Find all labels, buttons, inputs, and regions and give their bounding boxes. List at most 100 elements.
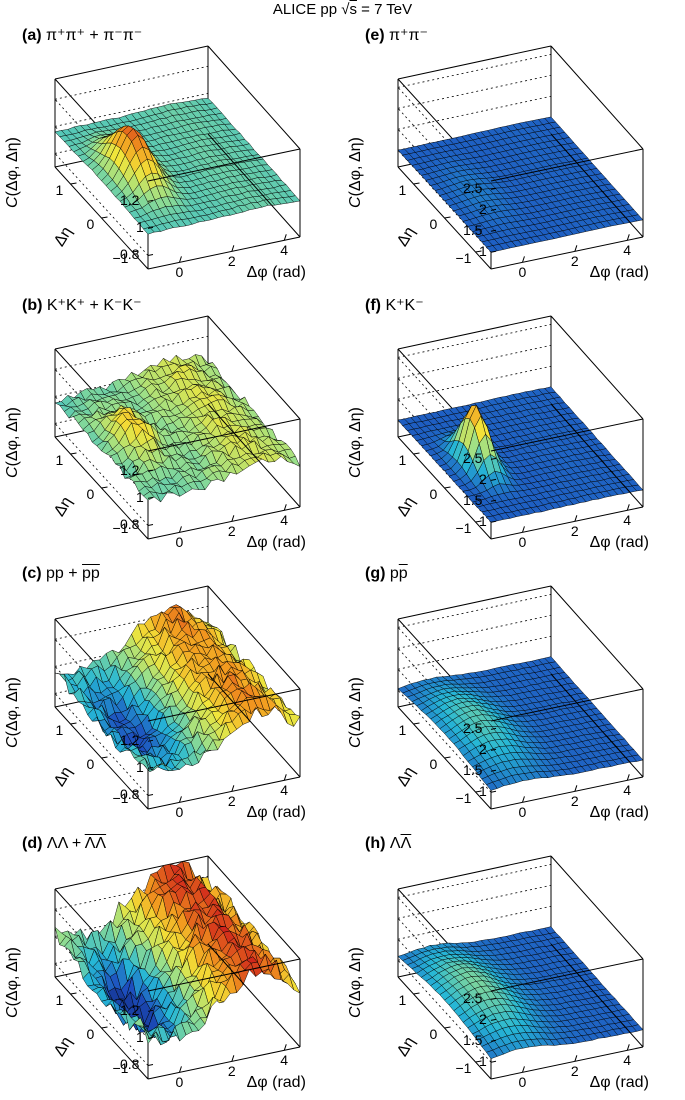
z-tick-0: [490, 520, 497, 523]
x-tick-2: [626, 234, 630, 241]
z-axis-label: C(Δφ, Δη): [4, 947, 22, 1018]
surface-cell: [156, 357, 169, 367]
box-edge-top-front: [147, 958, 301, 992]
z-grid-back-3: [397, 863, 552, 898]
y-tick-label: 0: [429, 1026, 438, 1042]
y-tick-label: −1: [112, 250, 129, 266]
x-axis-label: Δφ (rad): [246, 1074, 306, 1092]
z-grid-back-2: [397, 884, 552, 919]
z-axis-label-args: (Δφ, Δη): [347, 137, 364, 197]
panel-tag: (g): [365, 565, 390, 582]
x-tick-label: 0: [518, 534, 527, 551]
z-tick-label: 1.2: [120, 732, 140, 749]
x-tick-label: 4: [280, 1052, 289, 1069]
title-text: ALICE pp: [272, 1, 338, 18]
x-tick-0: [178, 256, 182, 263]
y-tick-1: [101, 756, 108, 759]
y-tick-1: [101, 486, 108, 489]
z-grid-left-2: [54, 99, 149, 202]
x-tick-0: [521, 256, 525, 263]
box-edge-bottom-right: [550, 133, 644, 238]
z-tick-2: [490, 1018, 497, 1021]
z-tick-label: 1.5: [463, 492, 483, 509]
y-tick-label: 0: [429, 486, 438, 502]
z-tick-0: [490, 1060, 497, 1063]
z-axis-label: C(Δφ, Δη): [4, 677, 22, 748]
surface-plot-e: [397, 45, 644, 270]
y-tick-label: 0: [429, 216, 438, 232]
z-tick-1: [147, 766, 154, 769]
y-tick-label: 0: [429, 756, 438, 772]
panel-d: 0.8 1 1.2 0 2 4 1 0 −1 Δφ (rad) Δη C(Δφ, Δη) (d) ΛΛ …: [0, 832, 342, 1100]
z-tick-label: 2: [479, 201, 487, 218]
y-tick-2: [475, 250, 482, 253]
y-tick-2: [132, 250, 139, 253]
z-tick-1: [490, 499, 497, 502]
z-axis-label-args: (Δφ, Δη): [347, 947, 364, 1007]
z-tick-2: [490, 478, 497, 481]
z-tick-label: 1.2: [120, 1002, 140, 1019]
panel-label-b: (b) K⁺K⁺ + K⁻K⁻: [22, 295, 142, 315]
panel-label-d: (d) ΛΛ + ΛΛ: [22, 835, 106, 853]
panel-g: 1 1.5 2 2.5 0 2 4 1 0 −1 Δφ (rad) Δη C(Δφ, Δη) (g) pp: [343, 562, 685, 830]
box-edge-bottom-front: [490, 776, 644, 810]
box-edge-bottom-front: [147, 506, 301, 540]
z-grid-left-3: [397, 357, 492, 460]
x-tick-1: [231, 245, 235, 252]
panel-b: 0.8 1 1.2 0 2 4 1 0 −1 Δφ (rad) Δη C(Δφ, Δη) (b) K⁺K…: [0, 292, 342, 560]
y-tick-label: −1: [455, 250, 472, 266]
z-tick-1: [147, 496, 154, 499]
surface-cell: [143, 764, 155, 772]
box-edge-bottom-right: [207, 133, 301, 238]
z-axis-label-args: (Δφ, Δη): [4, 947, 21, 1007]
x-axis-label: Δφ (rad): [246, 804, 306, 822]
x-tick-label: 4: [280, 782, 289, 799]
x-tick-2: [626, 1044, 630, 1051]
panel-h: 1 1.5 2 2.5 0 2 4 1 0 −1 Δφ (rad) Δη C(Δφ, Δη) (h) ΛΛ: [343, 832, 685, 1100]
x-tick-0: [178, 796, 182, 803]
panel-e: 1 1.5 2 2.5 0 2 4 1 0 −1 Δφ (rad) Δη C(Δφ, Δη) (e) π⁺…: [343, 22, 685, 290]
z-grid-left-0: [397, 689, 492, 793]
box-edge-bottom-right: [207, 403, 301, 508]
system-label: K⁺K⁻: [385, 297, 424, 314]
z-grid-back-1: [397, 95, 552, 130]
y-tick-label: 1: [398, 722, 407, 738]
x-tick-2: [626, 774, 630, 781]
y-tick-2: [475, 520, 482, 523]
y-tick-0: [413, 992, 420, 995]
box-edge-top-back: [54, 315, 209, 350]
sqrt-symbol: √: [341, 1, 350, 18]
y-tick-0: [70, 182, 77, 185]
z-axis-label: C(Δφ, Δη): [347, 677, 365, 748]
y-tick-label: 0: [86, 486, 95, 502]
y-tick-label: 1: [55, 452, 64, 468]
z-grid-left-2: [54, 369, 149, 472]
z-grid-left-0: [54, 423, 149, 526]
box-edge-top-front: [490, 688, 644, 722]
z-tick-label: 2.5: [463, 180, 483, 197]
z-grid-left-3: [397, 87, 492, 190]
z-grid-back-2: [54, 335, 209, 370]
z-tick-label: 2.5: [463, 720, 483, 737]
z-axis-label-symbol: C: [347, 196, 364, 208]
z-tick-0: [490, 790, 497, 793]
x-tick-label: 2: [227, 793, 236, 810]
y-tick-label: 1: [398, 182, 407, 198]
y-tick-label: 1: [55, 992, 64, 1008]
surface-cell: [143, 1026, 155, 1045]
box-edge-top-back: [54, 585, 209, 620]
box-edge-top-right: [207, 855, 301, 960]
x-tick-1: [231, 785, 235, 792]
y-tick-1: [444, 486, 451, 489]
y-tick-label: 1: [55, 722, 64, 738]
z-tick-label: 0.8: [120, 246, 140, 263]
panel-tag: (b): [22, 297, 47, 314]
x-tick-label: 0: [518, 1074, 527, 1091]
x-tick-1: [231, 515, 235, 522]
surface-mesh-e: [397, 116, 644, 253]
y-tick-label: −1: [112, 520, 129, 536]
z-grid-left-0: [397, 959, 492, 1063]
system-label: π⁺π⁺ + π⁻π⁻: [46, 27, 143, 44]
panel-label-a: (a) π⁺π⁺ + π⁻π⁻: [22, 25, 142, 45]
z-grid-left-2: [397, 648, 492, 751]
